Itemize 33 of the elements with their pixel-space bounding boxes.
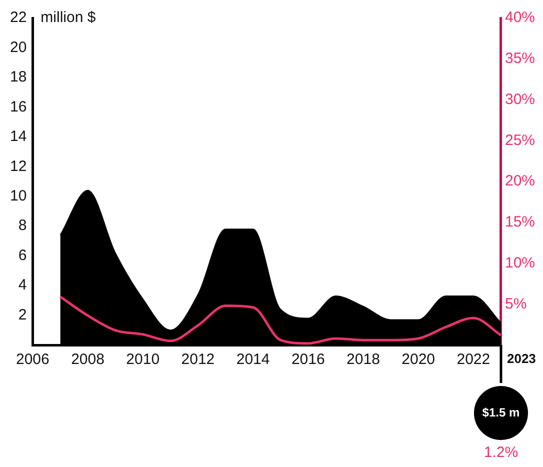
y2-tick-label: 35% xyxy=(504,50,536,68)
x-tick-label: 2014 xyxy=(236,351,270,368)
x-tick-label: 2016 xyxy=(291,351,325,368)
y-tick-label: 4 xyxy=(18,276,27,294)
y-tick-label: 22 xyxy=(10,9,27,26)
y2-tick-label: 25% xyxy=(504,132,536,149)
y-tick-label: 10 xyxy=(10,188,27,205)
x-tick-label: 2020 xyxy=(402,351,436,368)
y-axis-title: million $ xyxy=(40,9,96,26)
text: 1.2% xyxy=(484,444,518,462)
x-tick-label: 2006 xyxy=(16,351,50,368)
y2-tick-label: 5% xyxy=(504,295,527,312)
x-tick-label: 2018 xyxy=(346,351,380,368)
y2-tick-label: 30% xyxy=(504,90,536,108)
x-tick-label: 2012 xyxy=(181,351,215,368)
x-tick-label: 2010 xyxy=(126,351,160,368)
y2-tick-label: 10% xyxy=(504,254,536,272)
y-tick-label: 2 xyxy=(18,306,27,324)
text: $1.5 m xyxy=(482,405,520,420)
x-tick-label: 2022 xyxy=(456,351,490,368)
y-tick-label: 20 xyxy=(10,38,27,56)
text: 2023 xyxy=(506,351,536,366)
x-tick-label: 2008 xyxy=(71,351,104,368)
y-tick-label: 12 xyxy=(10,158,27,175)
line-series xyxy=(58,296,501,345)
y-tick-label: 8 xyxy=(18,217,27,234)
y2-tick-label: 15% xyxy=(504,214,536,231)
y-tick-label: 18 xyxy=(10,68,27,86)
y-tick-label: 16 xyxy=(10,98,27,116)
y2-tick-label: 20% xyxy=(504,172,536,190)
y-tick-label: 14 xyxy=(10,128,27,146)
y2-tick-label: 40% xyxy=(504,9,536,26)
y-tick-label: 6 xyxy=(18,246,27,264)
